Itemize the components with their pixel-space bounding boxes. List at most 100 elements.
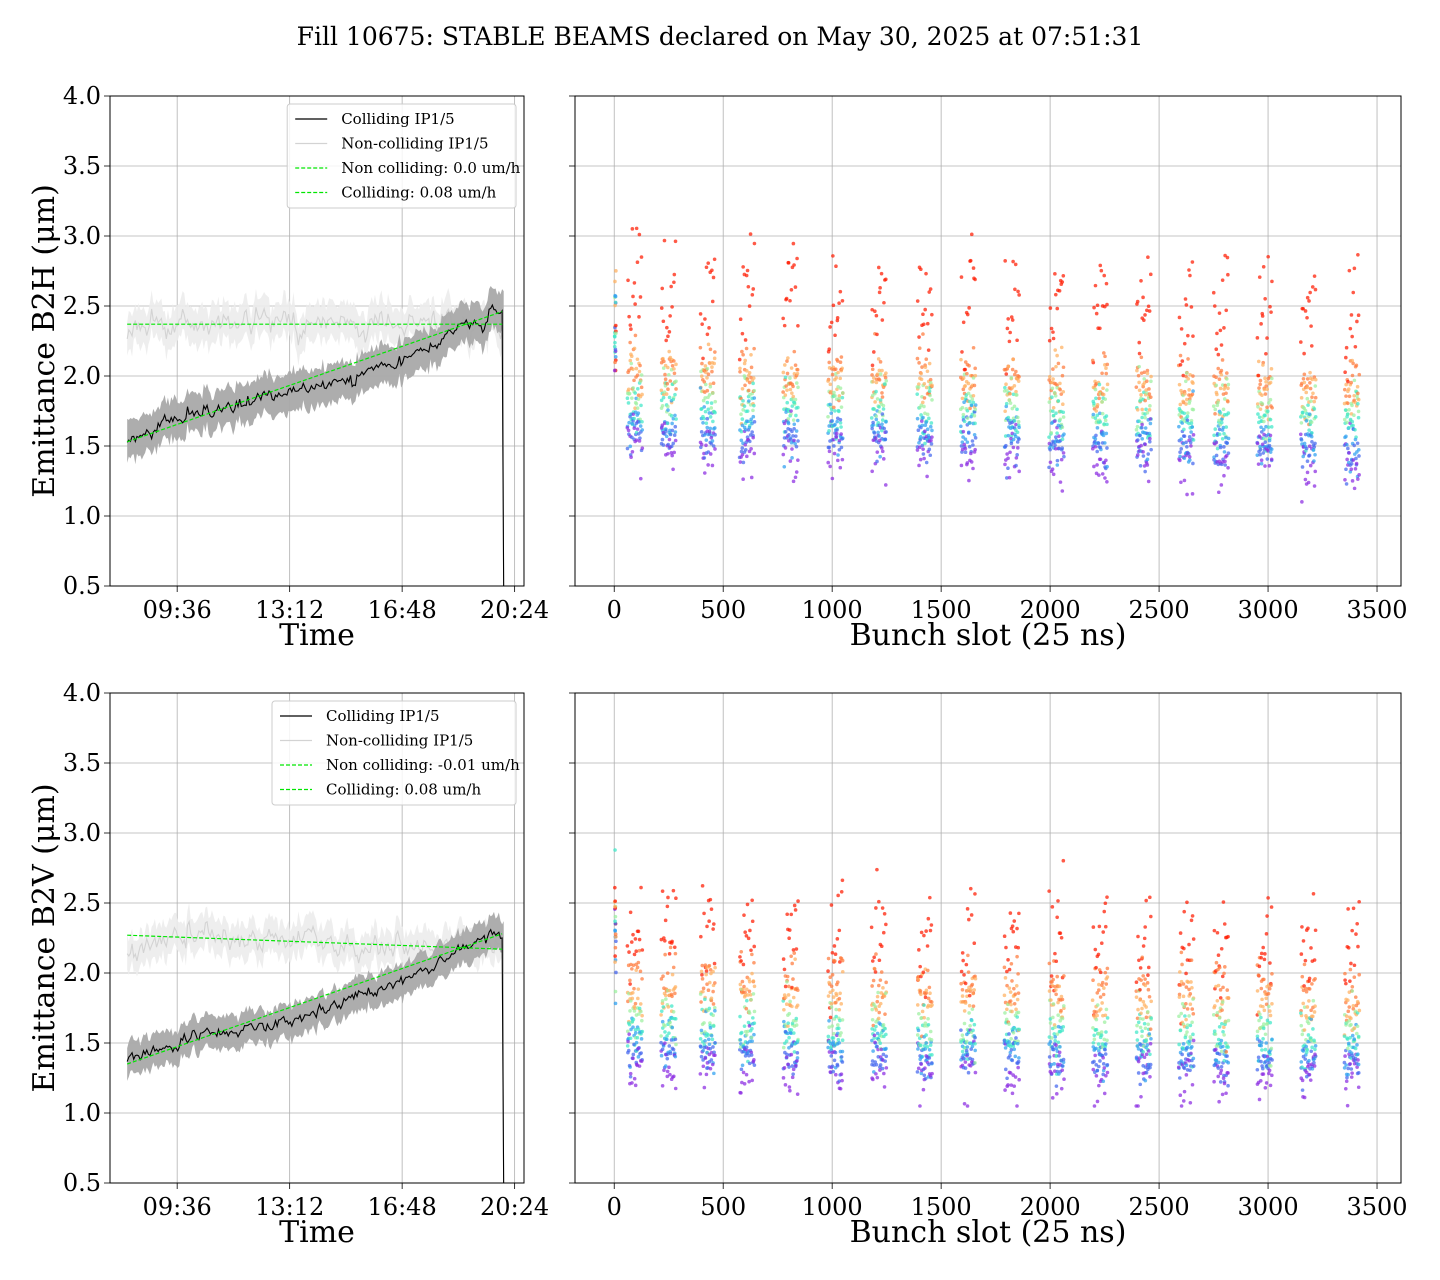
b2h-bunch-point (874, 380, 879, 385)
b2h-time-legend-label: Non-colliding IP1/5 (341, 135, 488, 153)
b2h-bunch-point (1302, 351, 1306, 356)
b2v-bunch-point (740, 979, 745, 984)
b2h-bunch-point (669, 414, 674, 418)
b2h-bunch-point (1224, 391, 1228, 396)
b2h-bunch-point (967, 478, 971, 483)
b2h-bunch-point (666, 451, 670, 456)
b2v-bunch-point (1221, 900, 1226, 904)
b2v-bunch-point (700, 884, 705, 888)
b2h-bunch-point (628, 323, 633, 327)
b2v-bunch-point (1148, 1027, 1153, 1031)
b2h-bunch-point (1137, 388, 1142, 393)
b2h-bunch-point (1305, 470, 1310, 475)
b2v-bunch-point (1182, 909, 1187, 914)
b2h-bunch-point (1226, 451, 1231, 455)
b2h-bunch-point (959, 357, 963, 362)
b2h-bunch-point (781, 370, 786, 375)
b2v-bunch-point (1134, 1055, 1139, 1060)
b2h-bunch-point (877, 368, 882, 373)
b2h-bunch-point (710, 365, 714, 369)
b2h-bunch-point (1092, 305, 1096, 310)
b2h-bunch-point (838, 376, 843, 381)
b2h-bunch-point (794, 429, 799, 433)
b2v-bunch-point (959, 969, 964, 974)
b2h-bunch-point (746, 388, 751, 393)
b2v-bunch-point (1189, 958, 1194, 963)
b2v-bunch-point (1226, 996, 1231, 1000)
b2h-bunch-point (1145, 457, 1150, 462)
b2h-bunch-point (1343, 408, 1348, 412)
b2v-bunch-point (1346, 1072, 1350, 1077)
b2v-bunch-point (795, 1051, 800, 1055)
b2h-bunch-point (1135, 407, 1140, 412)
b2v-bunch-point (1103, 1047, 1107, 1052)
b2h-bunch-point (662, 238, 667, 243)
b2v-bunch-point (1051, 1015, 1055, 1020)
b2v-bunch-point (1349, 1067, 1354, 1071)
b2v-bunch-point (1104, 1073, 1108, 1078)
b2v-bunch-point (970, 982, 975, 987)
b2h-bunch-point (966, 381, 971, 386)
b2v-bunch-point (663, 918, 668, 923)
b2v-bunch-point (745, 902, 750, 907)
b2v-bunch-point (1267, 1004, 1271, 1009)
b2v-bunch-point (1217, 1024, 1222, 1029)
b2h-bunch-point (870, 426, 874, 431)
b2v-bunch-point (1211, 1013, 1216, 1017)
b2v-bunch-point (1053, 1025, 1057, 1030)
b2h-bunch-point (1301, 306, 1306, 311)
b2h-bunch-point (1312, 274, 1317, 278)
b2v-bunch-point (962, 1056, 966, 1061)
b2h-bunch-point (1258, 378, 1263, 383)
b2h-bunch-point (1224, 308, 1229, 313)
b2v-bunch-point (878, 1041, 882, 1046)
b2h-bunch-point (782, 464, 787, 469)
b2h-bunch-point (1180, 359, 1185, 363)
b2v-bunch-point (1148, 1062, 1153, 1067)
b2h-bunch-point (1050, 386, 1055, 391)
b2v-bunch-point (613, 954, 617, 958)
b2h-bunch-point (704, 421, 709, 426)
b2h-bunch-point (701, 398, 706, 403)
b2h-bunch-point (1008, 391, 1012, 396)
b2h-bunch-point (1269, 457, 1274, 462)
b2h-bunch-point (835, 316, 840, 320)
b2v-bunch-point (664, 997, 668, 1001)
b2v-bunch-point (1257, 964, 1262, 969)
b2h-bunch-point (1215, 331, 1219, 336)
b2v-bunch-point (973, 892, 977, 896)
b2h-bunch-point (1060, 373, 1065, 378)
b2v-bunch-point (1348, 1062, 1352, 1066)
b2h-bunch-point (1191, 438, 1196, 442)
b2h-bunch-point (1183, 392, 1187, 396)
b2v-bunch-point (1149, 1016, 1153, 1020)
b2h-bunch-point (880, 449, 885, 454)
b2v-bunch-point (786, 1024, 790, 1028)
b2h-bunch-point (1055, 431, 1059, 435)
b2v-bunch-point (1103, 901, 1108, 906)
b2v-bunch-point (786, 993, 791, 997)
b2v-bunch-point (1347, 1005, 1352, 1009)
b2v-bunch-point (1300, 1032, 1305, 1037)
b2v-bunch-point (874, 1062, 879, 1067)
b2h-bunch-point (1305, 396, 1310, 401)
b2v-bunch-point (659, 1009, 664, 1013)
b2h-bunch-point (1352, 393, 1356, 398)
b2v-bunch-point (1302, 962, 1307, 967)
b2h-bunch-point (1190, 260, 1195, 264)
b2v-bunch-point (1351, 906, 1356, 911)
b2v-bunch-point (1146, 1049, 1151, 1053)
b2h-bunch-point (1186, 333, 1190, 338)
b2v-bunch-point (710, 1062, 715, 1067)
b2v-bunch-point (1264, 1081, 1269, 1085)
b2v-bunch-point (1105, 975, 1110, 979)
b2v-bunch-point (1268, 961, 1272, 965)
b2v-time-fit-non-colliding (127, 934, 503, 950)
b2h-bunch-point (870, 373, 874, 377)
b2h-bunch-point (1212, 433, 1216, 438)
b2v-bunch-point (1060, 1028, 1065, 1033)
b2v-bunch-point (1102, 1066, 1107, 1070)
b2h-bunch-point (928, 287, 933, 291)
b2h-bunch-point (627, 314, 631, 319)
b2v-bunch-point (971, 1028, 975, 1033)
